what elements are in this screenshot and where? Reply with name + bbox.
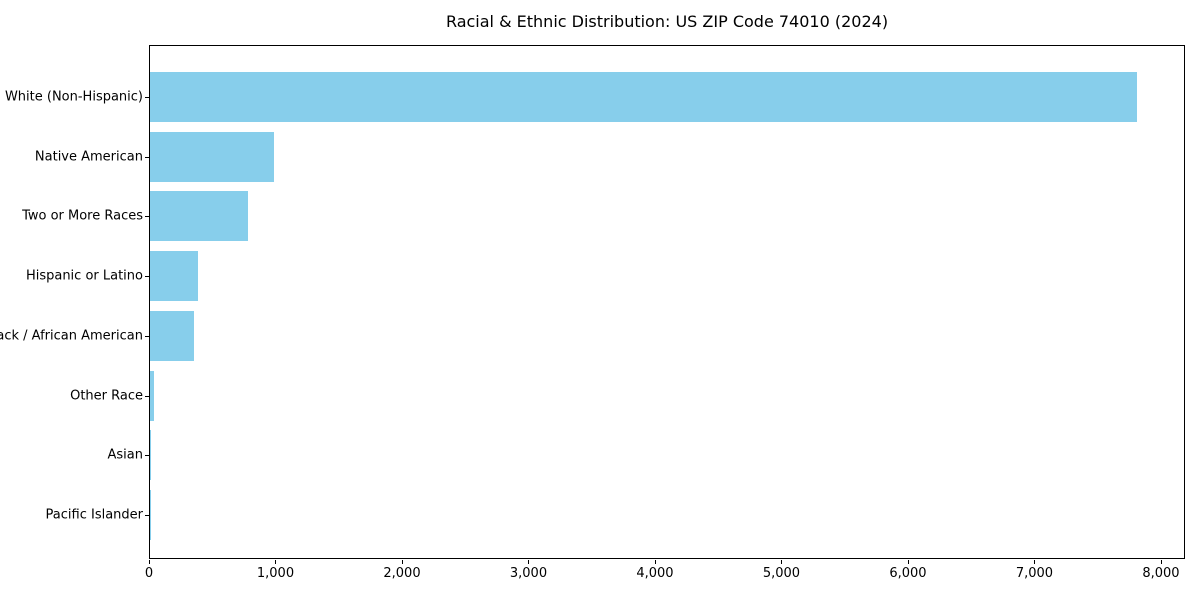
x-tick-label: 4,000 <box>636 566 674 581</box>
bar <box>150 430 151 481</box>
x-tick-mark <box>1160 560 1162 564</box>
y-tick-mark <box>145 216 149 218</box>
y-axis-label: Two or More Races <box>22 208 143 224</box>
y-axis-label: White (Non-Hispanic) <box>4 89 143 105</box>
y-axis-label: Pacific Islander <box>45 507 143 523</box>
x-tick-label: 0 <box>144 566 154 581</box>
y-tick-mark <box>145 156 149 158</box>
bar <box>150 251 199 302</box>
x-tick-label: 6,000 <box>889 566 927 581</box>
x-tick-mark <box>275 560 277 564</box>
plot-area <box>149 45 1185 559</box>
x-tick-mark <box>907 560 909 564</box>
x-tick-label: 8,000 <box>1142 566 1180 581</box>
y-tick-mark <box>145 335 149 337</box>
y-axis-label: Other Race <box>70 388 143 403</box>
chart-title: Racial & Ethnic Distribution: US ZIP Cod… <box>445 12 889 31</box>
bar <box>150 72 1137 122</box>
bar <box>150 370 154 421</box>
x-tick-mark <box>149 560 150 564</box>
y-axis-label: Native American <box>34 149 143 165</box>
y-axis-label: Asian <box>107 447 143 463</box>
x-tick-mark <box>401 560 403 564</box>
bar <box>150 131 274 182</box>
y-axis-label: Black / African American <box>0 328 143 344</box>
y-tick-mark <box>145 514 149 516</box>
x-tick-mark <box>528 560 530 564</box>
y-tick-mark <box>145 395 149 397</box>
y-tick-mark <box>145 276 149 278</box>
x-tick-mark <box>1034 560 1036 564</box>
x-tick-label: 5,000 <box>762 566 801 581</box>
bar <box>150 191 249 242</box>
x-tick-label: 2,000 <box>383 566 421 581</box>
x-tick-label: 1,000 <box>256 566 295 581</box>
x-tick-mark <box>781 560 783 564</box>
x-tick-mark <box>654 560 656 564</box>
x-tick-label: 7,000 <box>1015 566 1054 581</box>
y-tick-mark <box>145 455 149 457</box>
y-tick-mark <box>145 97 149 98</box>
x-tick-label: 3,000 <box>509 566 548 581</box>
y-axis-label: Hispanic or Latino <box>25 268 143 284</box>
bar <box>150 310 195 361</box>
